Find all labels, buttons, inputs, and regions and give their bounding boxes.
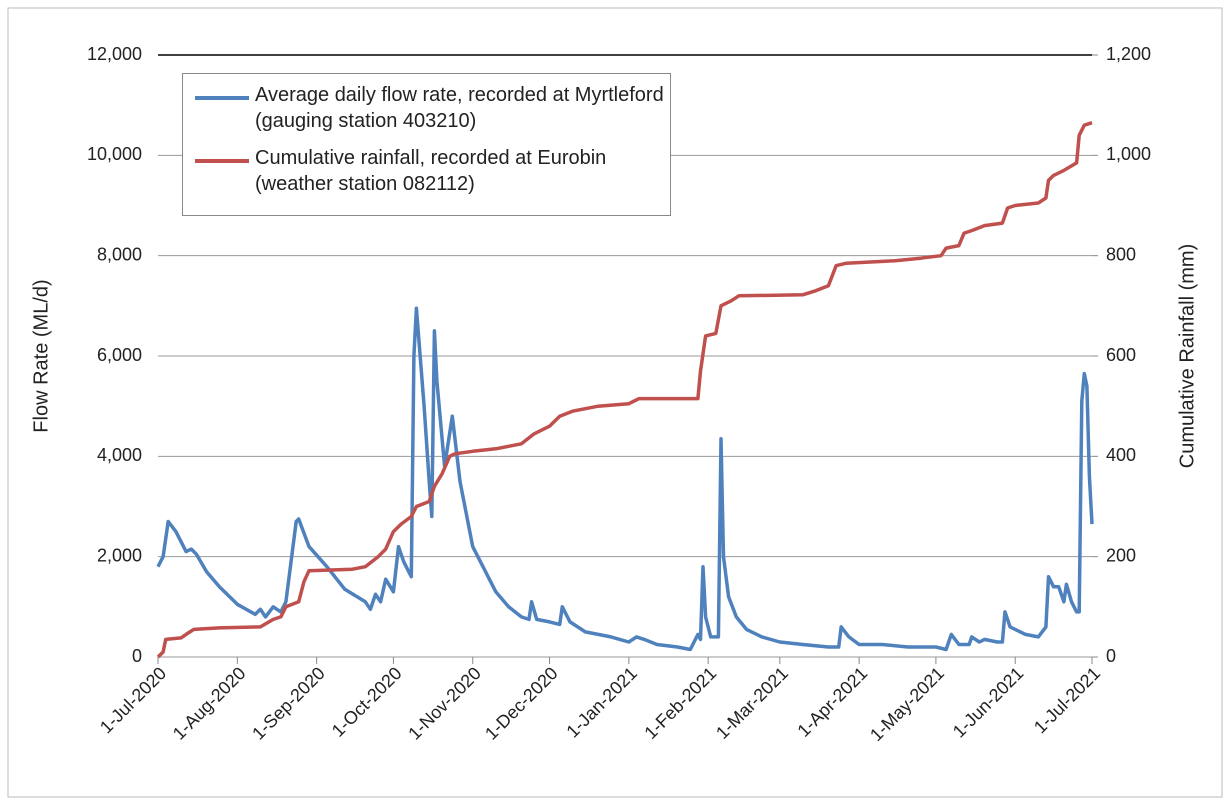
legend-label: Cumulative rainfall, recorded at Eurobin… [255,147,607,195]
x-tick-label: 1-May-2021 [866,663,948,745]
x-tick-label: 1-Jun-2021 [949,663,1028,742]
chart-border [7,7,1223,798]
y2-axis-title: Cumulative Rainfall (mm) [1176,244,1198,469]
x-tick-label: 1-Jul-2021 [1030,663,1104,737]
x-tick-label: 1-Apr-2021 [794,663,872,741]
series-line [156,306,1094,652]
y2-tick-label: 600 [1106,345,1136,365]
y-tick-label: 10,000 [87,144,142,164]
y2-tick-label: 1,000 [1106,144,1151,164]
y2-tick-label: 400 [1106,445,1136,465]
y-tick-label: 8,000 [97,244,142,264]
x-tick-label: 1-Jul-2020 [96,663,170,737]
y-tick-label: 4,000 [97,445,142,465]
x-tick-label: 1-Dec-2020 [481,663,562,744]
x-tick-label: 1-Mar-2021 [712,663,792,743]
legend-swatch [195,159,249,163]
x-tick-label: 1-Nov-2020 [404,663,485,744]
legend: Average daily flow rate, recorded at Myr… [182,73,671,216]
series-line [156,121,1093,659]
x-tick-label: 1-Aug-2020 [169,663,250,744]
legend-label: Average daily flow rate, recorded at Myr… [255,84,664,132]
y-axis-title: Flow Rate (ML/d) [30,279,52,432]
y2-tick-label: 0 [1106,646,1116,666]
y-tick-label: 2,000 [97,545,142,565]
legend-swatch [195,96,249,100]
y-tick-label: 0 [132,646,142,666]
y2-tick-label: 1,200 [1106,44,1151,64]
x-tick-label: 1-Jan-2021 [562,663,641,742]
y2-tick-label: 200 [1106,545,1136,565]
y-tick-label: 6,000 [97,345,142,365]
x-tick-label: 1-Oct-2020 [328,663,406,741]
y-tick-label: 12,000 [87,44,142,64]
x-tick-label: 1-Sep-2020 [248,663,329,744]
y2-tick-label: 800 [1106,244,1136,264]
x-tick-label: 1-Feb-2021 [640,663,720,743]
